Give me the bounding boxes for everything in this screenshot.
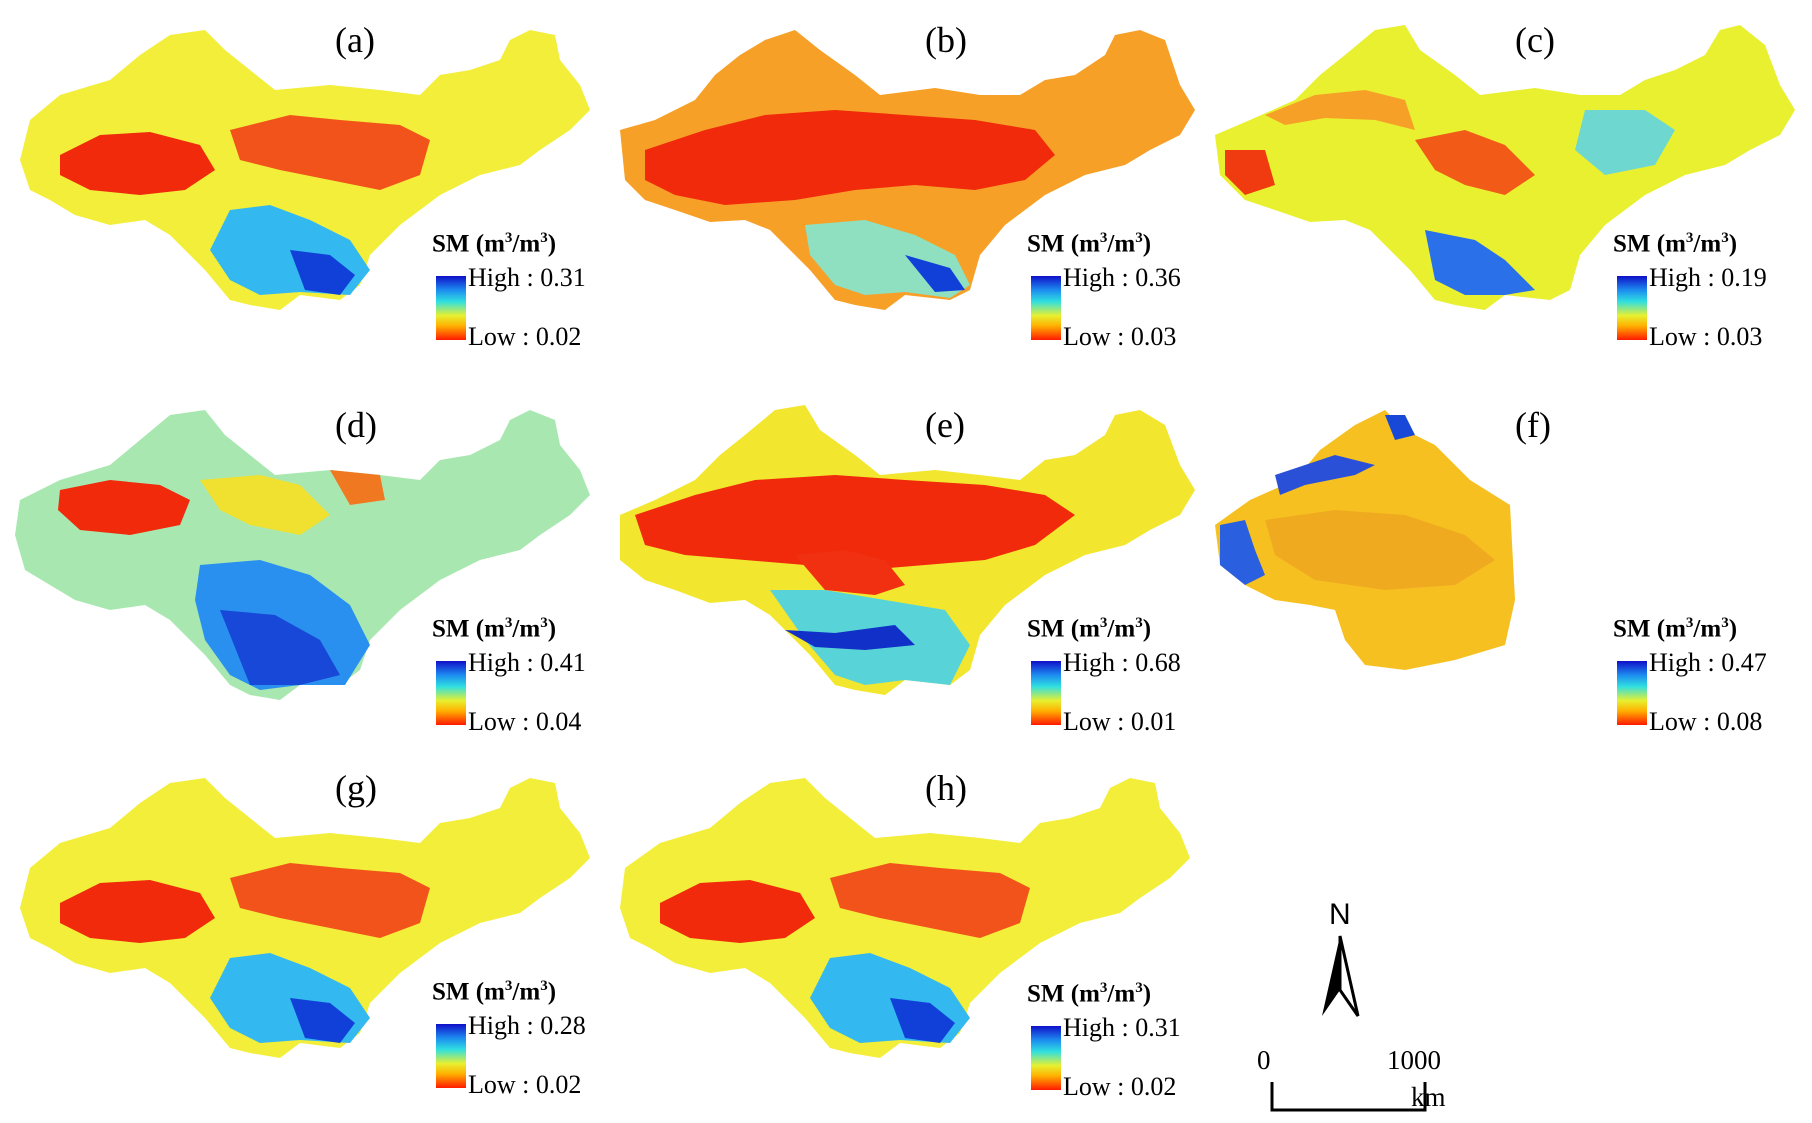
scale-end: 1000 — [1387, 1045, 1441, 1075]
legend: SM (m3/m3) High : 0.47 Low : 0.08 — [1613, 615, 1812, 736]
soil-moisture-map-b — [620, 30, 1195, 310]
map-panel-f: (f) SM (m3/m3) High : 0.47 Low : 0.08 — [1205, 385, 1805, 760]
soil-moisture-map-h — [620, 778, 1190, 1058]
map-panel-c: (c) SM (m3/m3) High : 0.19 Low : 0.03 — [1205, 0, 1805, 375]
panel-label: (b) — [925, 20, 967, 60]
map-panel-d: (d) SM (m3/m3) High : 0.41 Low : 0.04 — [0, 385, 600, 760]
north-arrow-icon — [1322, 935, 1360, 1017]
color-ramp — [436, 661, 466, 725]
legend-high: High : 0.36 — [1063, 263, 1181, 292]
legend-title: SM (m3/m3) — [1027, 980, 1152, 1008]
legend-high: High : 0.31 — [1063, 1013, 1181, 1042]
panel-label: (g) — [335, 768, 377, 808]
panel-label: (e) — [925, 405, 965, 445]
legend: SM (m3/m3) High : 0.36 Low : 0.03 — [1027, 230, 1227, 351]
legend: SM (m3/m3) High : 0.19 Low : 0.03 — [1613, 230, 1812, 351]
soil-moisture-map-f — [1215, 410, 1515, 670]
panel-label: (a) — [335, 20, 375, 60]
legend-title: SM (m3/m3) — [432, 615, 557, 643]
panel-label: (h) — [925, 768, 967, 808]
legend-title: SM (m3/m3) — [1027, 230, 1152, 258]
map-panel-e: (e) SM (m3/m3) High : 0.68 Low : 0.01 — [605, 385, 1205, 760]
color-ramp — [1617, 661, 1647, 725]
color-ramp — [1031, 276, 1061, 340]
legend-high: High : 0.31 — [468, 263, 586, 292]
soil-moisture-map-a — [20, 30, 590, 310]
map-panel-h: (h) SM (m3/m3) High : 0.31 Low : 0.02 — [605, 748, 1205, 1123]
north-arrow: N — [1310, 898, 1370, 1028]
soil-moisture-map-c — [1215, 25, 1795, 310]
legend-title: SM (m3/m3) — [1613, 230, 1738, 258]
legend-high: High : 0.68 — [1063, 648, 1181, 677]
legend-high: High : 0.19 — [1649, 263, 1767, 292]
color-ramp — [436, 276, 466, 340]
color-ramp — [1031, 1026, 1061, 1090]
soil-moisture-map-e — [620, 405, 1195, 695]
scale-unit: km — [1411, 1082, 1446, 1112]
panel-label: (d) — [335, 405, 377, 445]
legend: SM (m3/m3) High : 0.28 Low : 0.02 — [432, 978, 632, 1099]
legend-title: SM (m3/m3) — [432, 230, 557, 258]
legend-high: High : 0.41 — [468, 648, 586, 677]
legend-low: Low : 0.02 — [468, 1070, 582, 1099]
legend-title: SM (m3/m3) — [1613, 615, 1738, 643]
color-ramp — [436, 1024, 466, 1088]
color-ramp — [1617, 276, 1647, 340]
soil-moisture-map-g — [20, 778, 590, 1058]
soil-moisture-map-d — [15, 410, 590, 700]
scale-start: 0 — [1257, 1045, 1271, 1075]
legend-low: Low : 0.03 — [1063, 322, 1177, 351]
legend: SM (m3/m3) High : 0.31 Low : 0.02 — [432, 230, 632, 351]
legend-title: SM (m3/m3) — [1027, 615, 1152, 643]
legend-high: High : 0.28 — [468, 1011, 586, 1040]
legend-title: SM (m3/m3) — [432, 978, 557, 1006]
panel-label: (c) — [1515, 20, 1555, 60]
map-panel-a: (a) SM (m3/m3) High : 0.31 Low : 0.02 — [0, 0, 600, 375]
north-letter: N — [1329, 898, 1351, 931]
color-ramp — [1031, 661, 1061, 725]
legend: SM (m3/m3) High : 0.68 Low : 0.01 — [1027, 615, 1227, 736]
legend-low: Low : 0.08 — [1649, 707, 1763, 736]
legend-low: Low : 0.04 — [468, 707, 582, 736]
legend-low: Low : 0.01 — [1063, 707, 1177, 736]
legend: SM (m3/m3) High : 0.41 Low : 0.04 — [432, 615, 632, 736]
legend-low: Low : 0.02 — [1063, 1072, 1177, 1101]
map-panel-b: (b) SM (m3/m3) High : 0.36 Low : 0.03 — [605, 0, 1205, 375]
legend: SM (m3/m3) High : 0.31 Low : 0.02 — [1027, 980, 1227, 1101]
scale-bar: 0 1000 km — [1255, 1045, 1495, 1120]
legend-high: High : 0.47 — [1649, 648, 1767, 677]
legend-low: Low : 0.03 — [1649, 322, 1763, 351]
map-panel-g: (g) SM (m3/m3) High : 0.28 Low : 0.02 — [0, 748, 600, 1123]
panel-label: (f) — [1515, 405, 1551, 445]
legend-low: Low : 0.02 — [468, 322, 582, 351]
scale-line — [1270, 1082, 1427, 1112]
